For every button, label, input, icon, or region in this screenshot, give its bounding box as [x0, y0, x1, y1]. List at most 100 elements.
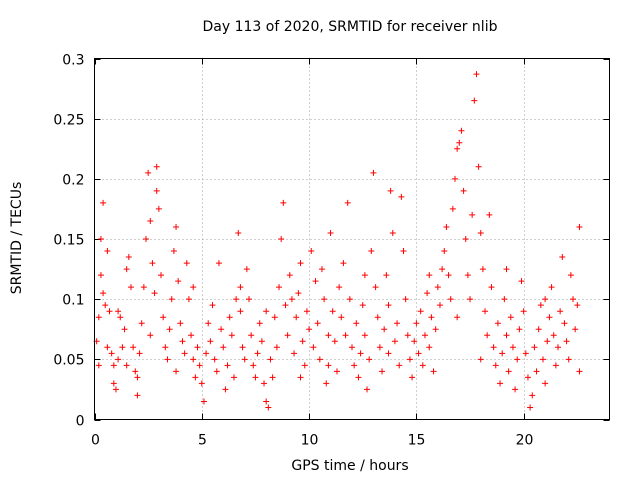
data-point: [413, 320, 420, 327]
data-point: [329, 308, 336, 315]
data-point: [143, 236, 149, 242]
data-point: [524, 374, 531, 381]
y-tick-label: 0.3: [62, 53, 84, 69]
x-tick-label: 10: [301, 433, 319, 449]
data-point: [559, 254, 566, 261]
data-point: [123, 362, 130, 369]
data-point: [497, 380, 504, 387]
data-point: [276, 284, 283, 291]
data-point: [473, 71, 480, 78]
data-point: [95, 314, 102, 321]
data-point: [340, 260, 347, 267]
data-point: [400, 248, 407, 255]
data-point: [385, 302, 392, 309]
data-point: [376, 344, 383, 351]
data-point: [299, 338, 306, 345]
data-point: [263, 308, 270, 315]
data-point: [235, 229, 242, 236]
data-point: [381, 326, 388, 333]
data-point: [361, 272, 368, 279]
data-point: [325, 362, 332, 369]
data-point: [147, 332, 154, 339]
data-point: [443, 223, 450, 230]
data-point: [509, 344, 516, 351]
data-point: [127, 284, 134, 291]
data-point: [574, 302, 581, 309]
data-point: [188, 332, 195, 339]
data-point: [269, 374, 276, 381]
data-point: [241, 356, 248, 363]
data-point: [394, 320, 401, 327]
data-point: [441, 248, 448, 255]
data-point: [100, 199, 107, 206]
data-point: [417, 308, 424, 315]
data-point: [237, 284, 244, 291]
data-point: [134, 374, 141, 381]
data-point: [286, 272, 293, 279]
data-point: [385, 350, 392, 357]
data-point: [312, 278, 319, 285]
data-point: [353, 320, 360, 327]
data-point: [555, 344, 561, 351]
data-point: [488, 284, 495, 291]
data-point: [215, 260, 222, 267]
data-point: [265, 404, 272, 411]
data-point: [170, 248, 177, 255]
data-point: [366, 356, 373, 363]
data-point: [346, 296, 353, 303]
data-point: [323, 380, 330, 387]
data-point: [209, 302, 216, 309]
data-point: [239, 344, 246, 351]
data-point: [342, 332, 349, 339]
data-point: [115, 308, 122, 315]
x-axis-label: GPS time / hours: [291, 458, 408, 474]
data-point: [424, 290, 431, 297]
data-point: [220, 344, 227, 351]
data-point: [542, 380, 549, 387]
data-point: [361, 332, 368, 339]
data-point: [415, 350, 422, 357]
data-point: [256, 320, 263, 327]
data-point: [115, 356, 122, 363]
data-point: [301, 362, 308, 369]
data-point: [205, 320, 212, 327]
data-point: [218, 326, 225, 333]
data-point: [404, 332, 411, 339]
data-point: [409, 374, 416, 381]
data-point: [310, 344, 317, 351]
data-point: [177, 320, 184, 327]
y-tick-label: 0.05: [53, 353, 84, 369]
data-point: [168, 296, 175, 303]
data-point: [308, 248, 315, 255]
data-point: [494, 320, 501, 327]
data-point: [576, 223, 583, 230]
data-point: [222, 386, 229, 393]
data-point: [108, 350, 115, 357]
data-point: [550, 332, 557, 339]
data-point: [130, 344, 137, 351]
data-point: [355, 374, 362, 381]
data-point: [576, 368, 583, 375]
data-point: [535, 326, 542, 333]
data-point: [464, 272, 471, 279]
data-point: [387, 187, 394, 194]
data-point: [173, 223, 180, 230]
data-point: [432, 326, 439, 333]
data-point: [522, 350, 529, 357]
data-point: [501, 296, 508, 303]
data-point: [243, 266, 250, 273]
data-point: [426, 344, 433, 351]
data-point: [505, 368, 512, 375]
data-point: [282, 302, 289, 309]
data-point: [406, 356, 413, 363]
data-point: [132, 368, 139, 375]
data-point: [428, 314, 435, 321]
data-point: [158, 272, 165, 279]
data-point: [95, 362, 102, 369]
x-tick-label: 5: [198, 433, 207, 449]
data-point: [520, 308, 527, 315]
data-point: [263, 398, 270, 405]
data-point: [374, 314, 381, 321]
data-point: [166, 326, 173, 333]
data-point: [288, 296, 295, 303]
